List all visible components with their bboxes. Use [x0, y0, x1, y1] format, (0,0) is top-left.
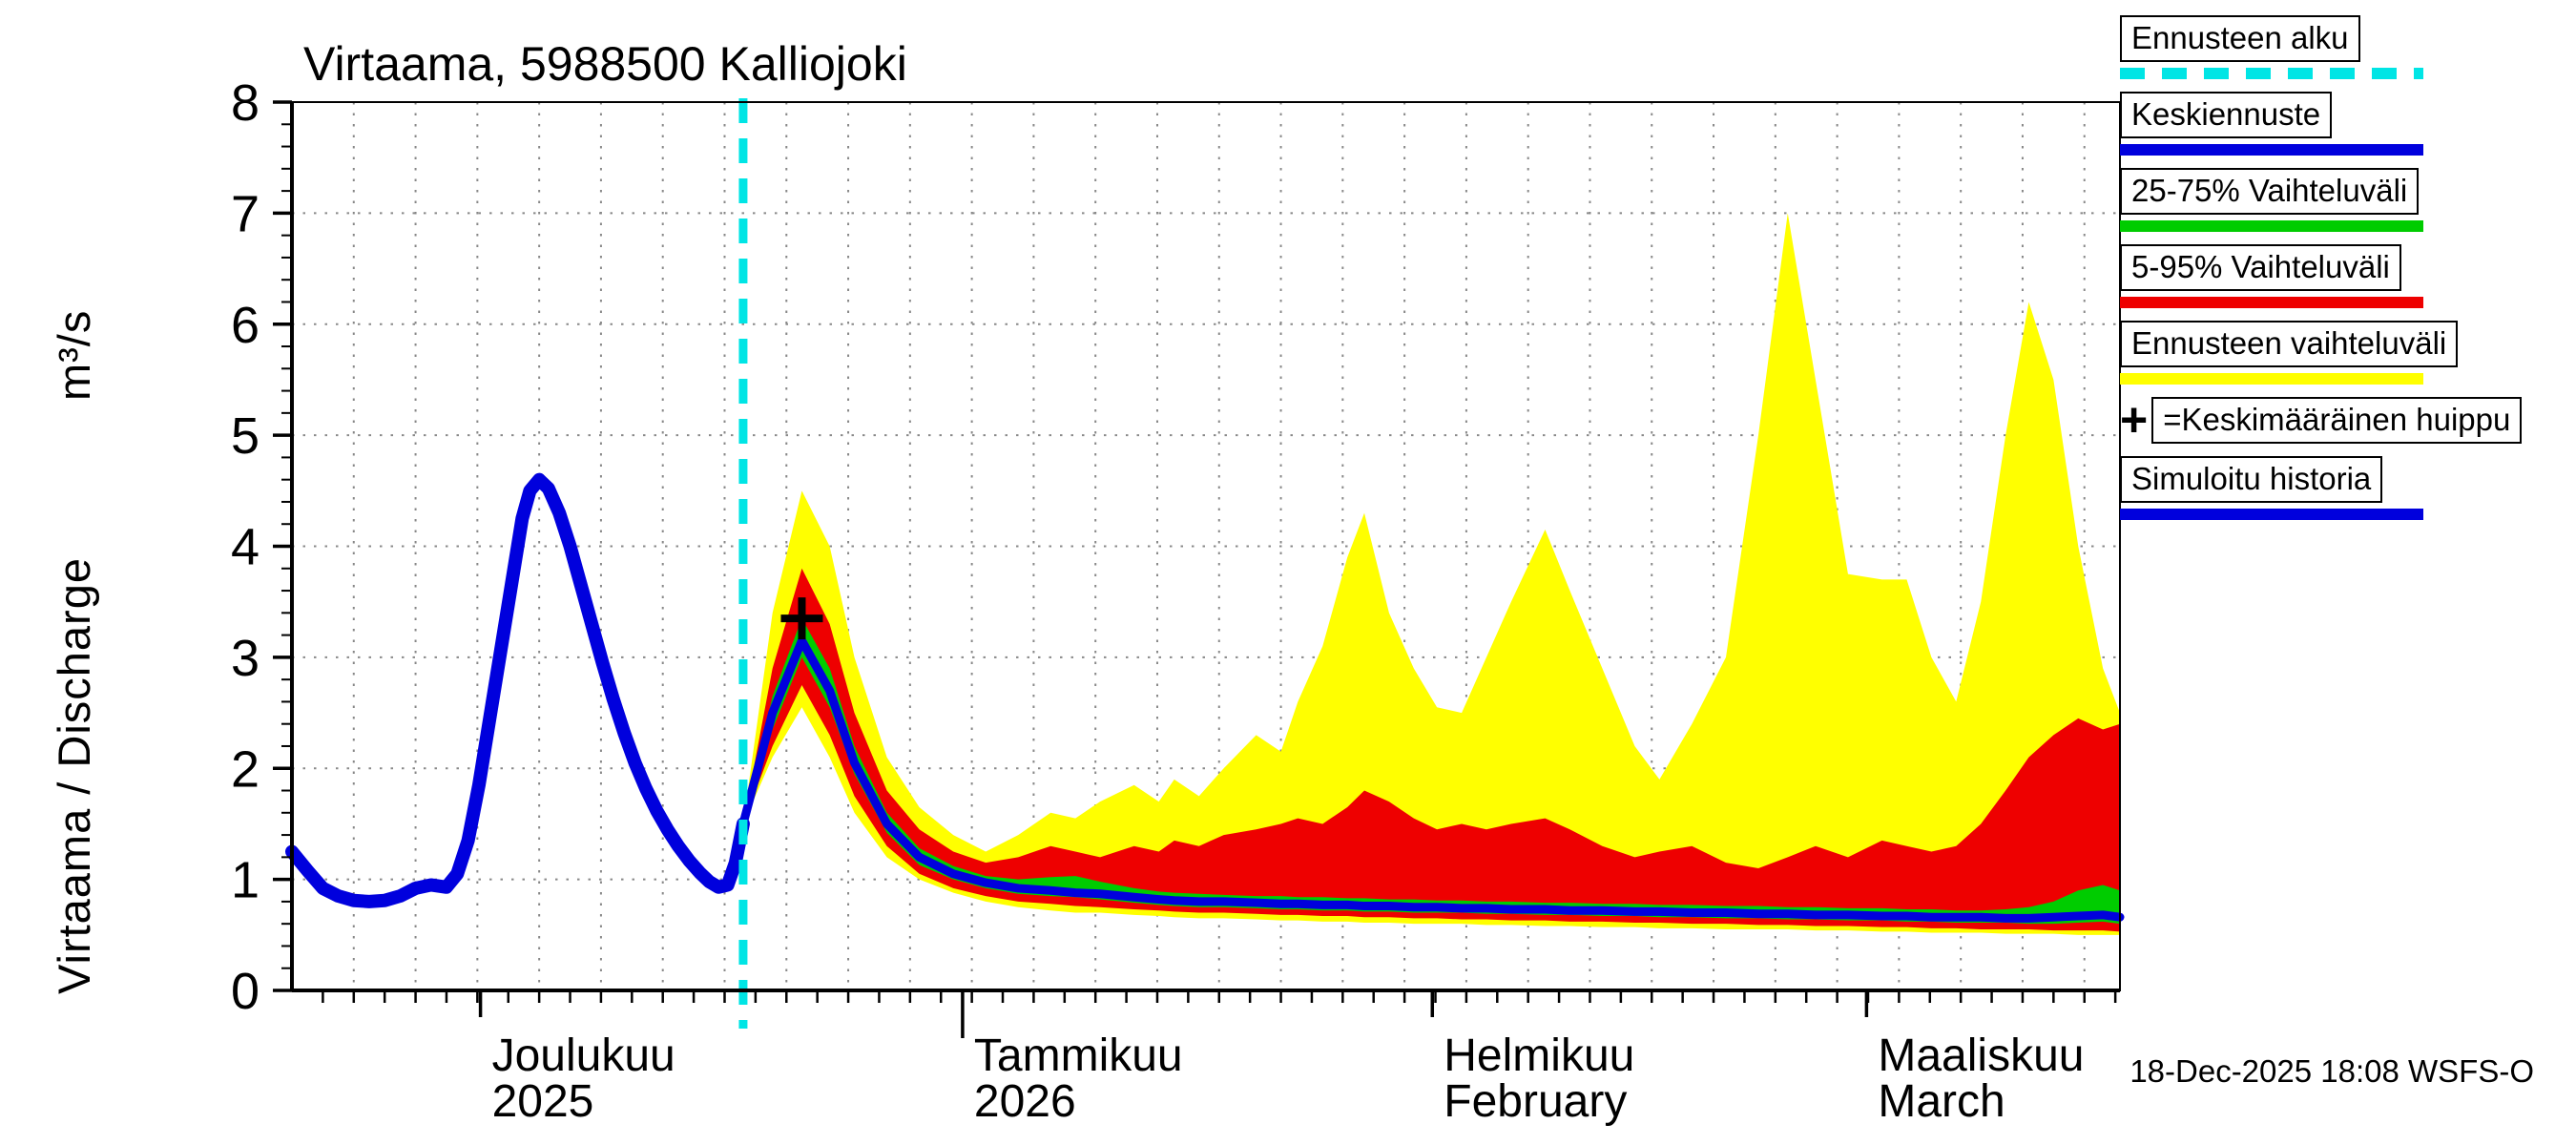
band-forecast-full-range — [742, 213, 2120, 935]
svg-text:4: 4 — [231, 519, 260, 576]
svg-text:2: 2 — [231, 740, 260, 798]
month-label-tammikuu: Tammikuu — [974, 1030, 1183, 1081]
svg-text:7: 7 — [231, 185, 260, 242]
svg-text:0: 0 — [231, 963, 260, 1020]
legend-label-keskimaarainen-huippu: =Keskimääräinen huippu — [2151, 396, 2523, 444]
svg-text:3: 3 — [231, 630, 260, 687]
median-forecast-line — [738, 635, 2125, 923]
legend-item-keskimaarainen-huippu: + =Keskimääräinen huippu — [2120, 392, 2559, 447]
month-label-helmikuu: Helmikuu — [1444, 1030, 1634, 1081]
legend-label-vaihteluvali-5-95: 5-95% Vaihteluväli — [2120, 243, 2401, 291]
axis-ticks — [273, 100, 2117, 1038]
month-sublabel-helmikuu: February — [1444, 1076, 1627, 1127]
legend-item-vaihteluvali-25-75: 25-75% Vaihteluväli — [2120, 167, 2559, 232]
legend-swatch-keskiennuste — [2120, 143, 2423, 156]
legend-item-vaihteluvali-5-95: 5-95% Vaihteluväli — [2120, 243, 2559, 308]
legend-item-ennusteen-alku: Ennusteen alku — [2120, 15, 2559, 79]
history-line — [285, 472, 750, 908]
month-label-joulukuu: Joulukuu — [492, 1030, 675, 1081]
legend-swatch-ennusteen-alku — [2120, 67, 2423, 79]
legend: Ennusteen alku Keskiennuste 25-75% Vaihtel… — [2120, 15, 2559, 532]
y-tick-labels: 0 1 2 3 4 5 6 7 8 — [231, 74, 260, 1020]
legend-label-ennusteen-vaihteluvali: Ennusteen vaihteluväli — [2120, 320, 2459, 367]
legend-swatch-ennusteen-vaihteluvali — [2120, 372, 2423, 385]
timestamp: 18-Dec-2025 18:08 WSFS-O — [2129, 1053, 2534, 1089]
legend-label-ennusteen-alku: Ennusteen alku — [2120, 15, 2360, 62]
svg-text:5: 5 — [231, 407, 260, 465]
legend-label-keskiennuste: Keskiennuste — [2120, 91, 2333, 138]
month-sublabel-tammikuu: 2026 — [974, 1076, 1076, 1127]
legend-swatch-vaihteluvali-5-95 — [2120, 296, 2423, 308]
legend-label-vaihteluvali-25-75: 25-75% Vaihteluväli — [2120, 167, 2420, 215]
month-label-maaliskuu: Maaliskuu — [1878, 1030, 2084, 1081]
legend-swatch-simuloitu-historia — [2120, 508, 2423, 520]
legend-item-ennusteen-vaihteluvali: Ennusteen vaihteluväli — [2120, 320, 2559, 385]
average-peak-marker — [780, 597, 823, 640]
month-sublabel-maaliskuu: March — [1878, 1076, 2005, 1127]
legend-label-simuloitu-historia: Simuloitu historia — [2120, 455, 2383, 503]
svg-text:1: 1 — [231, 852, 260, 909]
month-sublabel-joulukuu: 2025 — [492, 1076, 594, 1127]
plus-marker-icon: + — [2120, 392, 2149, 447]
y-axis-unit-label: m³/s — [49, 309, 99, 401]
svg-text:6: 6 — [231, 297, 260, 354]
legend-item-simuloitu-historia: Simuloitu historia — [2120, 455, 2559, 520]
svg-text:8: 8 — [231, 74, 260, 132]
chart-title: Virtaama, 5988500 Kalliojoki — [303, 37, 907, 91]
legend-item-keskiennuste: Keskiennuste — [2120, 91, 2559, 156]
y-axis-label: Virtaama / Discharge — [49, 557, 99, 994]
legend-swatch-vaihteluvali-25-75 — [2120, 219, 2423, 232]
band-5-95-percent — [742, 568, 2120, 932]
